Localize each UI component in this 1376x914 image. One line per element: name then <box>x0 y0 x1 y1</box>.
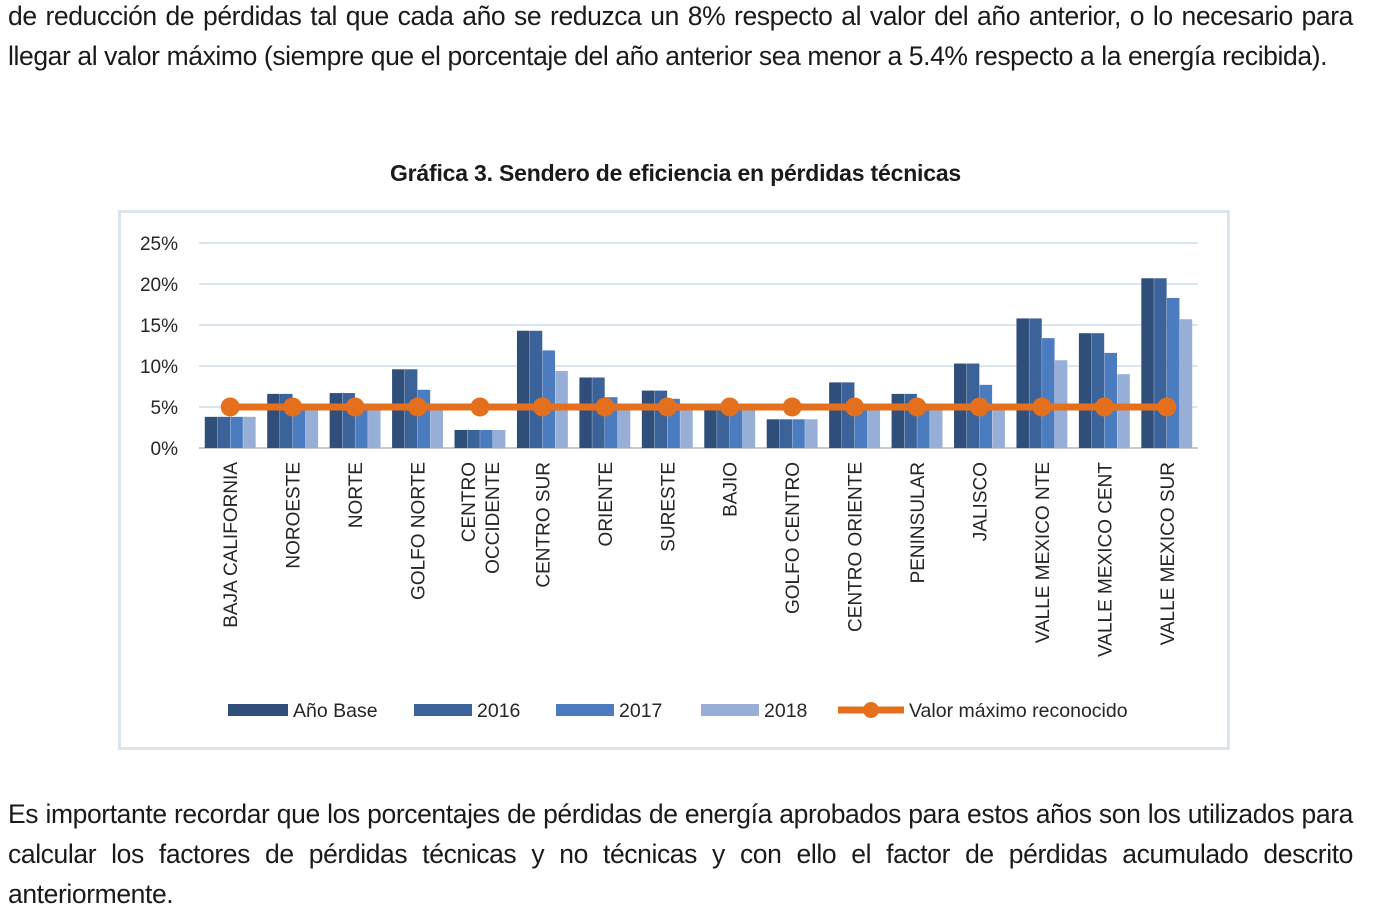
legend-marker <box>863 702 879 718</box>
legend-swatch <box>556 704 614 716</box>
chart-title: Gráfica 3. Sendero de eficiencia en pérd… <box>389 160 962 186</box>
bar <box>766 419 780 448</box>
category-label: JALISCO <box>970 462 991 541</box>
bar <box>1166 297 1180 448</box>
category-label: SURESTE <box>658 462 679 552</box>
bar <box>368 407 381 448</box>
chart-frame <box>118 210 1230 750</box>
bar <box>792 419 805 448</box>
line-point <box>1094 397 1114 417</box>
bar <box>717 407 730 448</box>
legend-swatch <box>228 704 288 716</box>
bar <box>617 407 631 448</box>
bar <box>891 393 905 448</box>
bar <box>492 429 506 448</box>
line-point <box>720 397 740 417</box>
bar <box>805 419 818 448</box>
bar <box>1042 338 1055 448</box>
legend-label: 2018 <box>764 700 807 722</box>
bar <box>929 407 943 448</box>
legend-swatch <box>701 704 759 716</box>
line-point <box>1157 397 1177 417</box>
bar <box>1154 278 1167 448</box>
bar <box>1078 333 1092 448</box>
line-point <box>470 397 490 417</box>
category-label: OCCIDENTE <box>483 462 504 574</box>
y-tick-label: 0% <box>151 439 179 460</box>
line-point <box>283 397 303 417</box>
line-point <box>907 397 927 417</box>
paragraph-top: de reducción de pérdidas tal que cada añ… <box>8 1 1353 71</box>
bar <box>704 407 717 448</box>
line-point <box>969 397 989 417</box>
bar <box>217 416 231 448</box>
bar <box>329 393 343 448</box>
bar <box>267 393 280 448</box>
category-label: BAJA CALIFORNIA <box>221 462 242 628</box>
bar <box>243 416 256 448</box>
category-label: GOLFO CENTRO <box>783 462 804 614</box>
bar <box>742 407 756 448</box>
category-label: CENTRO SUR <box>533 462 554 588</box>
line-point <box>845 397 865 417</box>
bar <box>454 429 468 448</box>
line-point <box>657 397 677 417</box>
bar <box>305 407 319 448</box>
bar <box>1117 374 1130 448</box>
bar <box>529 330 543 448</box>
bar <box>480 429 493 448</box>
line-point <box>782 397 802 417</box>
line-point <box>595 397 615 417</box>
bar <box>467 429 480 448</box>
bar <box>1016 318 1029 448</box>
legend-swatch <box>414 704 472 716</box>
legend-label: Año Base <box>293 700 378 722</box>
line-point <box>408 397 428 417</box>
bar <box>579 377 592 448</box>
category-label: PENINSULAR <box>908 462 929 583</box>
bar <box>729 407 743 448</box>
category-label: CENTRO ORIENTE <box>846 462 867 632</box>
bar <box>992 407 1005 448</box>
category-label: NOROESTE <box>284 462 305 569</box>
line-point <box>532 397 552 417</box>
bar <box>829 382 842 448</box>
bar <box>230 416 243 448</box>
bar <box>1141 278 1154 448</box>
category-label: VALLE MEXICO CENT <box>1095 462 1116 657</box>
bar <box>641 390 655 448</box>
bar <box>430 407 443 448</box>
bar <box>204 416 218 448</box>
y-tick-label: 20% <box>140 275 178 296</box>
legend-label: 2017 <box>619 700 662 722</box>
bar <box>1091 333 1105 448</box>
legend-label: 2016 <box>477 700 520 722</box>
category-label: NORTE <box>346 462 367 528</box>
category-label: ORIENTE <box>596 462 617 546</box>
paragraph-bottom: Es importante recordar que los porcentaj… <box>8 799 1353 909</box>
bar <box>680 407 693 448</box>
category-label: BAJIO <box>721 462 742 517</box>
category-label: GOLFO NORTE <box>409 462 430 600</box>
line-point <box>1032 397 1052 417</box>
bar <box>1029 318 1042 448</box>
bar <box>542 350 556 448</box>
bar <box>516 330 530 448</box>
bar <box>779 419 793 448</box>
bar <box>867 407 881 448</box>
category-label: VALLE MEXICO SUR <box>1158 462 1179 645</box>
category-label: VALLE MEXICO NTE <box>1033 462 1054 643</box>
y-tick-label: 25% <box>140 234 178 255</box>
legend-label: Valor máximo reconocido <box>909 700 1128 722</box>
y-tick-label: 5% <box>151 398 179 419</box>
line-point <box>345 397 365 417</box>
bar <box>979 384 993 448</box>
y-tick-label: 10% <box>140 357 178 378</box>
bar <box>1179 319 1193 448</box>
category-label: CENTRO <box>459 462 480 542</box>
y-tick-label: 15% <box>140 316 178 337</box>
line-point <box>220 397 240 417</box>
